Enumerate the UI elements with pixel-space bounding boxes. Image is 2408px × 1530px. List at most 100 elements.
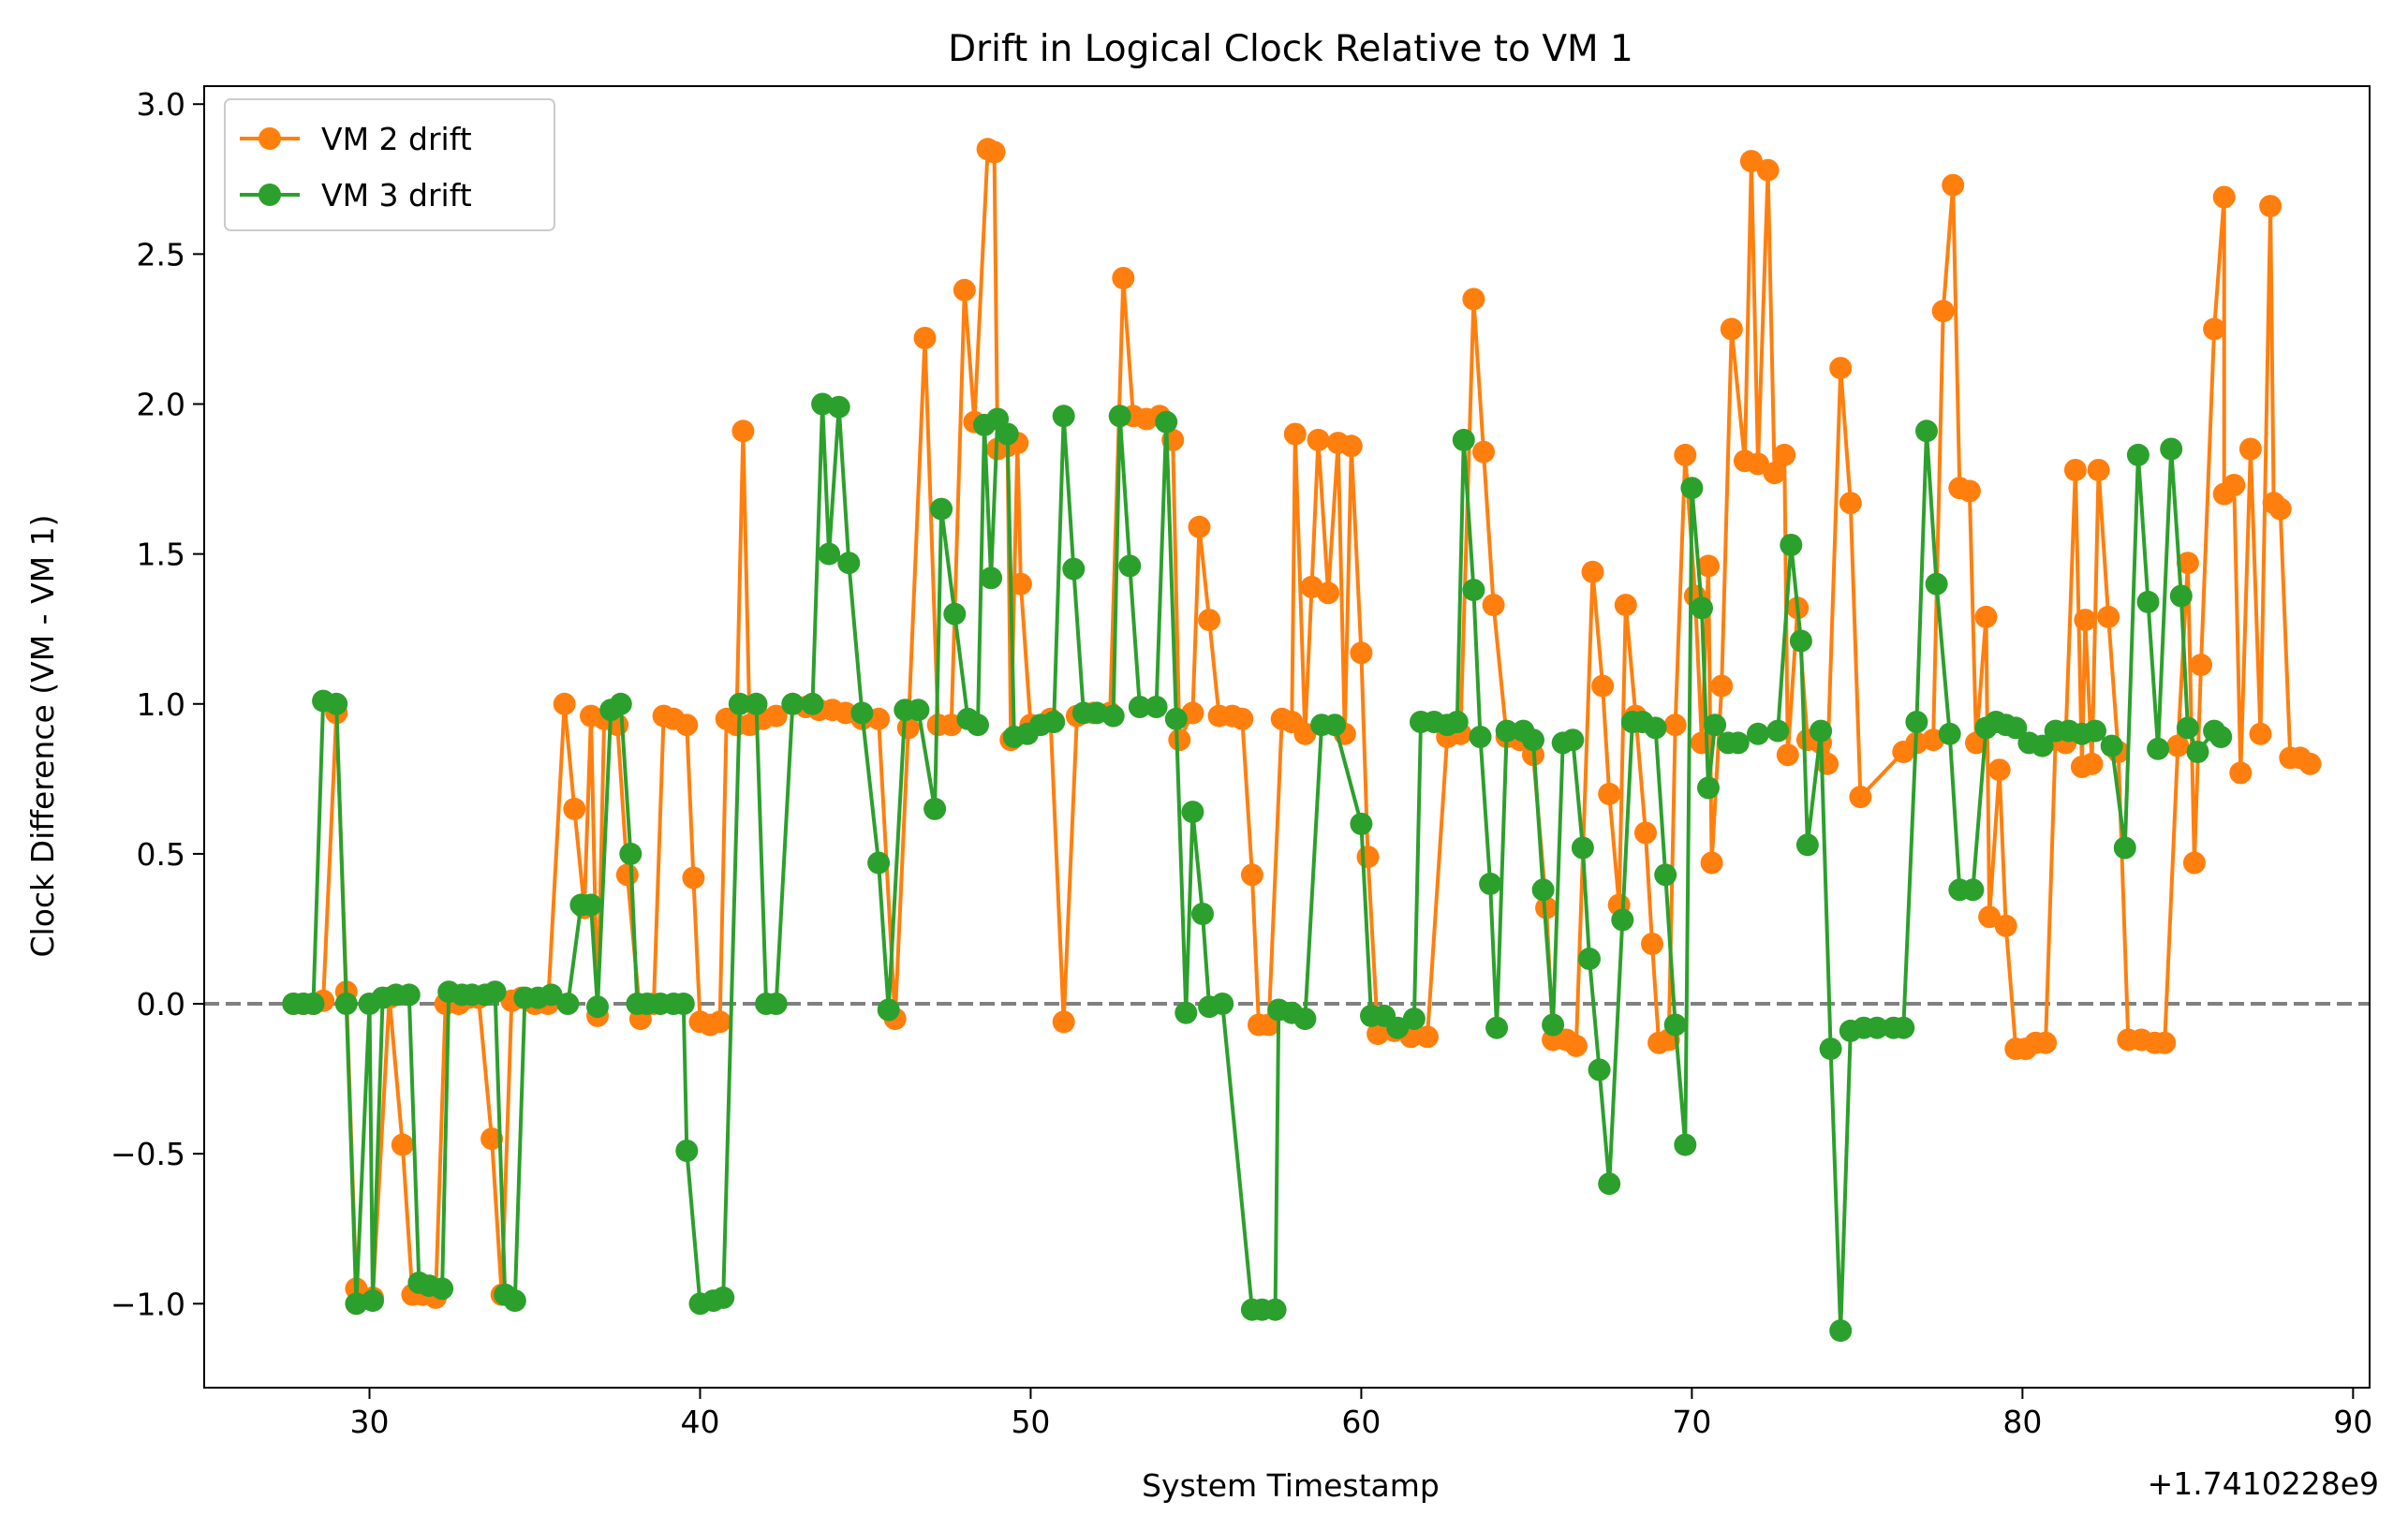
data-point-vm2 bbox=[1849, 786, 1872, 809]
data-point-vm3 bbox=[609, 692, 632, 715]
data-point-vm3 bbox=[1155, 410, 1178, 434]
data-point-vm2 bbox=[1931, 300, 1955, 323]
data-point-vm2 bbox=[1009, 572, 1032, 596]
data-point-vm3 bbox=[1571, 836, 1594, 860]
data-point-vm2 bbox=[1231, 707, 1254, 730]
data-point-vm3 bbox=[1462, 579, 1485, 602]
data-point-vm3 bbox=[302, 993, 325, 1015]
data-point-vm3 bbox=[1263, 1298, 1287, 1321]
y-axis-label: Clock Difference (VM - VM 1) bbox=[24, 515, 61, 958]
x-axis-offset-label: +1.7410228e9 bbox=[2148, 1465, 2379, 1502]
data-point-vm3 bbox=[1323, 714, 1347, 737]
data-point-vm3 bbox=[1108, 405, 1131, 428]
data-point-vm2 bbox=[1581, 560, 1604, 583]
data-point-vm3 bbox=[996, 422, 1019, 446]
data-point-vm2 bbox=[1756, 158, 1780, 182]
data-point-vm2 bbox=[2238, 437, 2262, 461]
data-point-vm2 bbox=[1240, 863, 1263, 887]
x-tick-label: 50 bbox=[1011, 1404, 1050, 1440]
data-point-vm3 bbox=[943, 602, 967, 625]
data-point-vm3 bbox=[1915, 419, 1938, 443]
data-point-vm2 bbox=[2153, 1031, 2177, 1054]
data-point-vm3 bbox=[1402, 1008, 1426, 1031]
data-point-vm3 bbox=[2084, 719, 2106, 743]
x-tick-label: 60 bbox=[1341, 1404, 1381, 1440]
data-point-vm3 bbox=[1445, 711, 1469, 733]
data-point-vm3 bbox=[2160, 437, 2183, 461]
y-tick-label: 0.5 bbox=[137, 836, 185, 873]
data-point-vm3 bbox=[923, 797, 947, 820]
x-tick-label: 90 bbox=[2333, 1404, 2372, 1440]
data-point-vm2 bbox=[1773, 443, 1796, 466]
y-tick-label: 2.0 bbox=[137, 386, 185, 422]
data-point-vm2 bbox=[708, 1010, 731, 1034]
data-point-vm2 bbox=[480, 1127, 504, 1151]
data-point-vm3 bbox=[827, 395, 850, 419]
data-point-vm2 bbox=[1416, 1025, 1439, 1049]
data-point-vm3 bbox=[483, 980, 507, 1004]
data-point-vm3 bbox=[1522, 728, 1544, 752]
data-point-vm3 bbox=[1961, 878, 1985, 902]
data-point-vm3 bbox=[1350, 812, 1373, 835]
data-point-vm2 bbox=[1978, 905, 2002, 929]
data-point-vm2 bbox=[563, 797, 586, 820]
data-point-vm3 bbox=[1086, 701, 1108, 725]
data-point-vm2 bbox=[2176, 552, 2199, 575]
data-point-vm3 bbox=[850, 701, 874, 725]
data-point-vm2 bbox=[2190, 654, 2212, 677]
data-point-vm2 bbox=[675, 714, 699, 737]
data-point-vm3 bbox=[1780, 534, 1803, 556]
data-point-vm2 bbox=[391, 1133, 414, 1156]
data-point-vm2 bbox=[2087, 459, 2110, 481]
data-point-vm3 bbox=[801, 692, 824, 715]
data-point-vm3 bbox=[503, 1289, 526, 1313]
data-point-vm2 bbox=[982, 140, 1006, 164]
data-point-vm2 bbox=[2182, 851, 2206, 875]
data-point-vm2 bbox=[1829, 357, 1853, 380]
data-point-vm2 bbox=[2063, 459, 2087, 481]
data-point-vm3 bbox=[1578, 948, 1601, 970]
y-tick-label: 0.0 bbox=[137, 986, 185, 1022]
data-point-vm3 bbox=[1452, 428, 1475, 451]
data-point-vm2 bbox=[615, 863, 639, 887]
data-point-vm3 bbox=[1485, 1016, 1509, 1039]
data-point-vm2 bbox=[1641, 933, 1663, 955]
data-point-vm3 bbox=[1789, 629, 1812, 653]
data-point-vm3 bbox=[1938, 722, 1961, 745]
data-point-vm3 bbox=[1697, 776, 1720, 800]
data-point-vm2 bbox=[1710, 674, 1734, 698]
data-point-vm3 bbox=[2176, 716, 2199, 740]
data-point-vm2 bbox=[1198, 609, 1221, 632]
data-point-vm2 bbox=[731, 419, 755, 443]
data-point-vm2 bbox=[1957, 479, 1981, 503]
data-point-vm3 bbox=[967, 714, 989, 737]
data-point-vm3 bbox=[2136, 590, 2160, 613]
data-point-vm2 bbox=[1591, 674, 1615, 698]
data-point-vm3 bbox=[1663, 1013, 1687, 1037]
y-tick-label: −0.5 bbox=[111, 1136, 185, 1172]
data-point-vm2 bbox=[1482, 594, 1505, 617]
data-point-vm3 bbox=[1905, 711, 1928, 733]
data-point-vm2 bbox=[1634, 821, 1657, 845]
data-point-vm3 bbox=[1795, 833, 1819, 857]
data-point-vm3 bbox=[907, 699, 930, 722]
data-point-vm2 bbox=[1350, 641, 1373, 665]
data-point-vm3 bbox=[1118, 554, 1142, 578]
data-point-vm3 bbox=[1469, 726, 1492, 748]
data-point-vm2 bbox=[553, 692, 576, 715]
y-tick-label: −1.0 bbox=[111, 1286, 185, 1322]
data-point-vm2 bbox=[2166, 734, 2190, 758]
data-point-vm3 bbox=[837, 552, 861, 575]
data-point-vm3 bbox=[334, 993, 358, 1015]
data-point-vm3 bbox=[745, 692, 768, 715]
data-point-vm3 bbox=[1611, 908, 1634, 932]
data-point-vm2 bbox=[1987, 758, 2011, 782]
data-point-vm2 bbox=[764, 704, 788, 728]
data-point-vm3 bbox=[2113, 836, 2136, 860]
data-point-vm3 bbox=[1101, 704, 1125, 728]
data-point-vm3 bbox=[1925, 572, 1948, 596]
data-point-vm3 bbox=[1052, 405, 1075, 428]
data-point-vm2 bbox=[2097, 605, 2120, 628]
data-point-vm3 bbox=[1479, 872, 1502, 895]
